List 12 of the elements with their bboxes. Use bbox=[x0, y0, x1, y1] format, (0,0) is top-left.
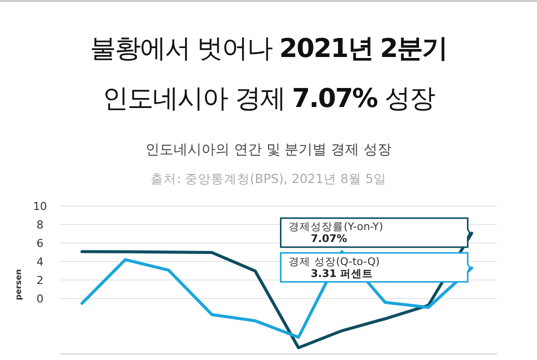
y-tick-label: 6 bbox=[36, 237, 44, 250]
y-tick-label: 0 bbox=[36, 292, 44, 306]
y-tick-label: 4 bbox=[36, 256, 44, 268]
chart-title: 불황에서 벗어나 2021년 2분기 인도네시아 경제 7.07% 성장 bbox=[90, 34, 448, 114]
source-note: 출처: 중앙통계청(BPS), 2021년 8월 5일 bbox=[150, 171, 388, 188]
chart-subtitle: 인도네시아의 연간 및 분기별 경제 성장 bbox=[144, 141, 393, 159]
annotation: 경제 성장(Q-to-Q) 3.31 퍼센트 bbox=[288, 256, 380, 280]
y-tick-label: 8 bbox=[36, 218, 44, 232]
y-axis-title: persen bbox=[14, 268, 23, 300]
y-tick-label: 2 bbox=[36, 274, 44, 287]
annotation: 경제성장률(Y-on-Y) 7.07% bbox=[288, 221, 384, 246]
y-tick-label: 10 bbox=[33, 200, 47, 213]
